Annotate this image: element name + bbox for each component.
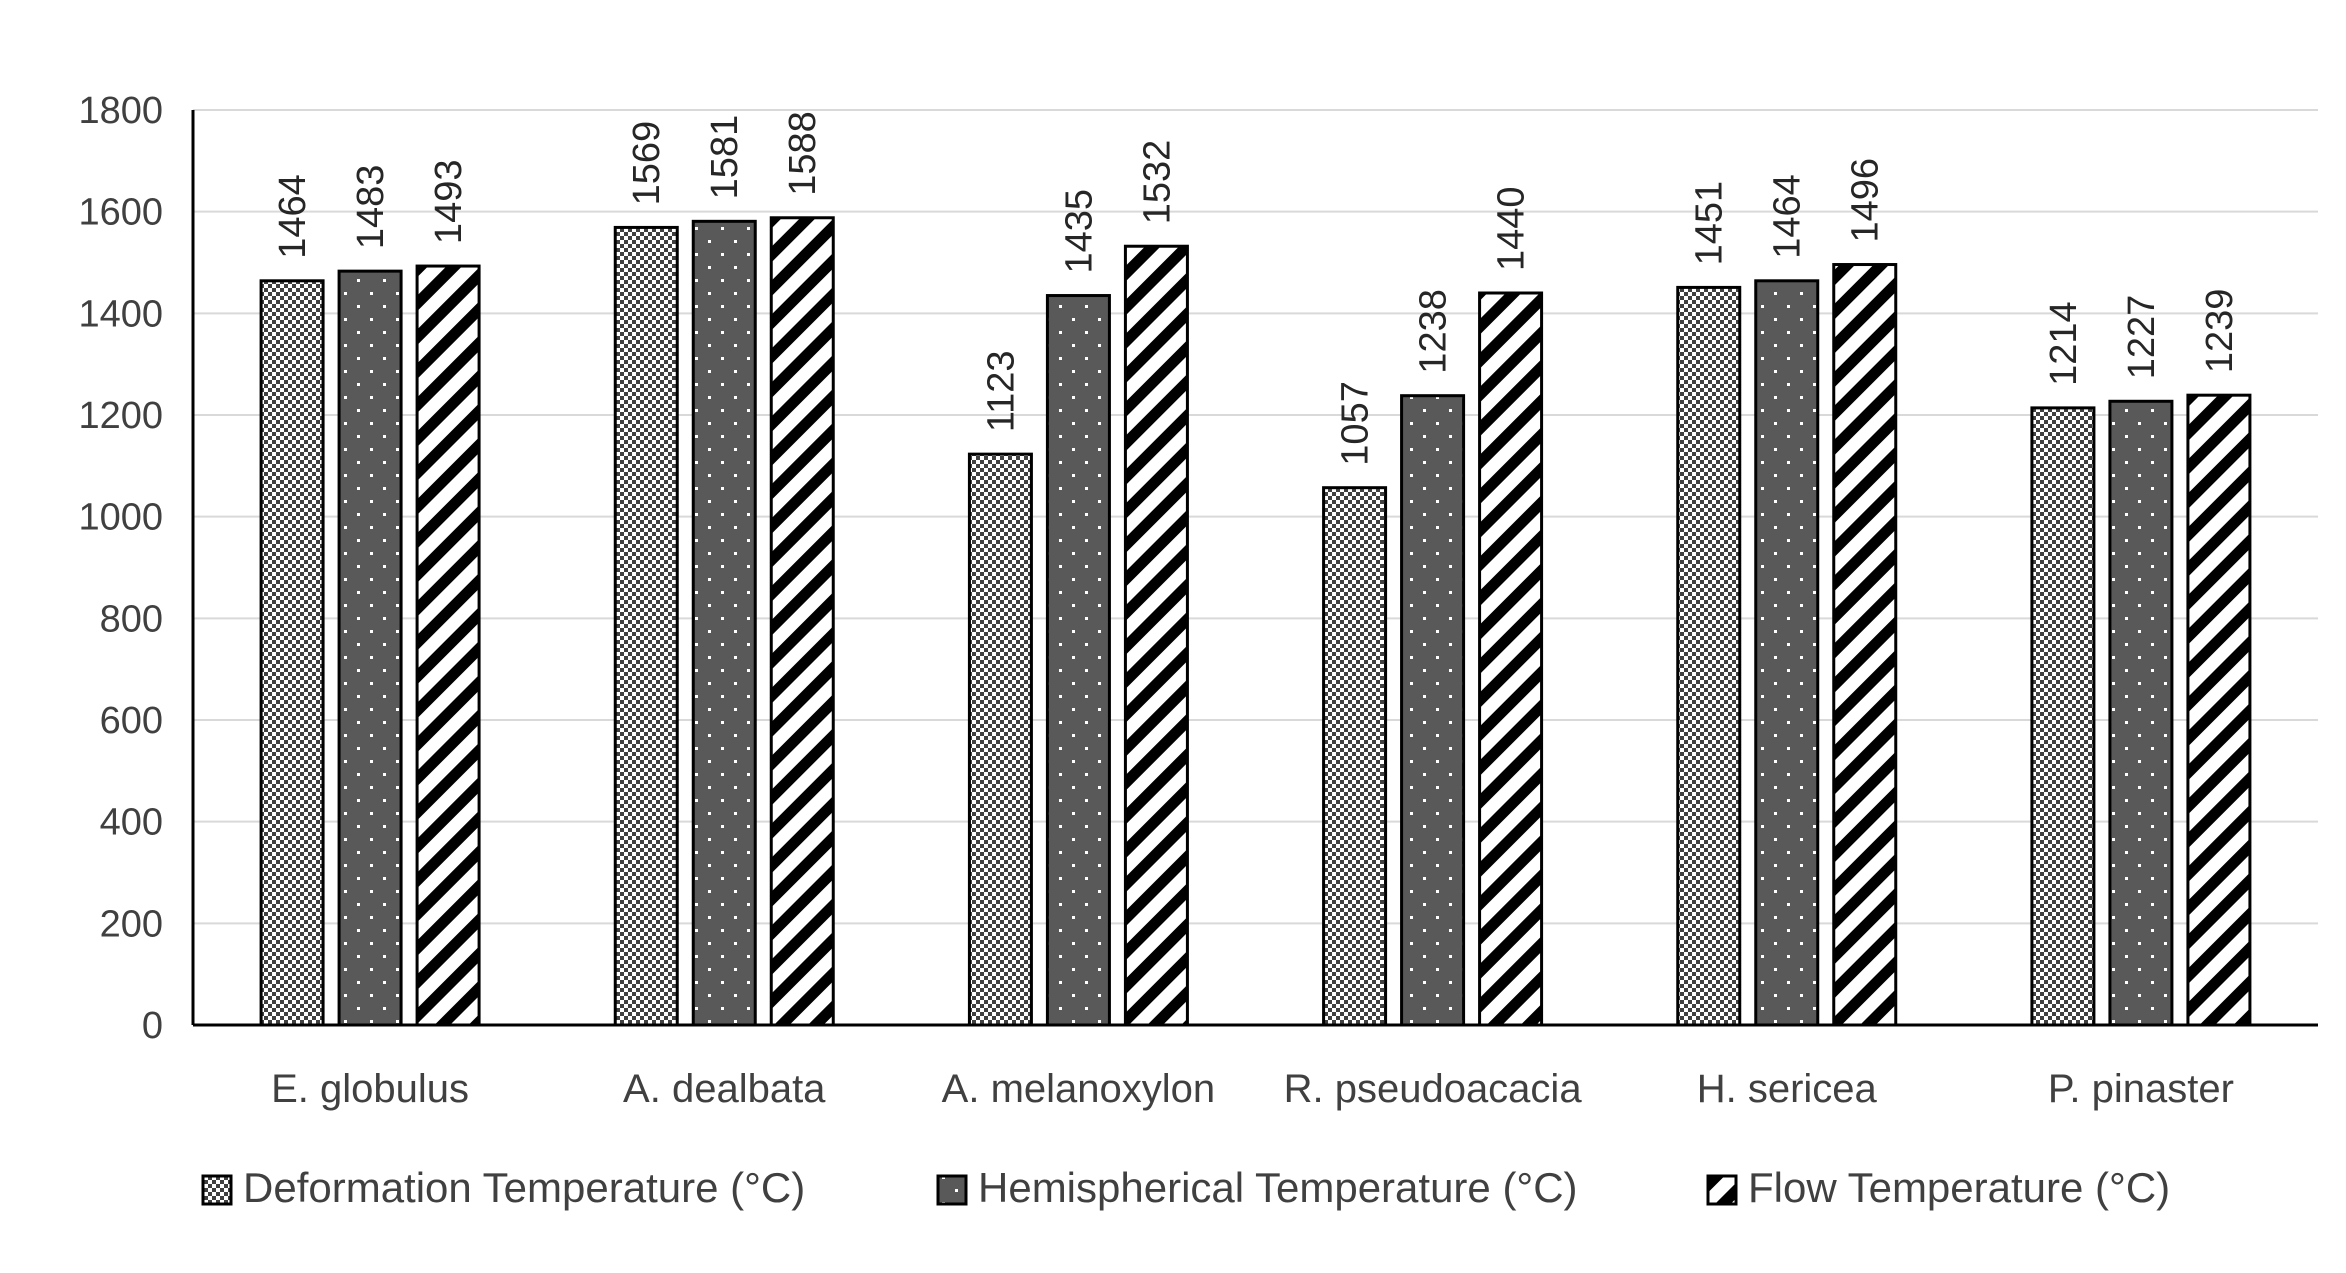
bar-crosshatch-5 [2030, 406, 2096, 1027]
x-tick-label: A. melanoxylon [942, 1067, 1215, 1111]
data-label: 1569 [626, 121, 668, 206]
y-tick-label: 1200 [78, 395, 163, 437]
bar-diagonal-stripes-0 [415, 264, 481, 1027]
data-label: 1451 [1689, 181, 1731, 266]
bars [259, 216, 2252, 1027]
data-label: 1483 [350, 165, 392, 250]
legend-label: Hemispherical Temperature (°C) [978, 1164, 1578, 1211]
data-label: 1214 [2043, 301, 2085, 386]
legend-swatch-dark-dotted [936, 1174, 968, 1206]
bar-dark-dotted-1 [691, 219, 757, 1027]
data-label: 1532 [1136, 140, 1178, 225]
bar-crosshatch-4 [1676, 285, 1742, 1027]
y-tick-label: 1400 [78, 293, 163, 335]
data-label: 1496 [1845, 158, 1887, 243]
bar-diagonal-stripes-1 [769, 216, 835, 1027]
legend-swatch-diagonal-stripes [1706, 1174, 1738, 1206]
bar-diagonal-stripes-3 [1478, 291, 1544, 1027]
bar-dark-dotted-4 [1754, 279, 1820, 1027]
bar-dark-dotted-5 [2108, 399, 2174, 1027]
data-label: 1440 [1491, 186, 1533, 271]
bar-dark-dotted-3 [1400, 394, 1466, 1027]
y-tick-label: 200 [100, 903, 163, 945]
legend: Deformation Temperature (°C) Hemispherica… [201, 1164, 2170, 1211]
x-tick-label: R. pseudoacacia [1284, 1067, 1583, 1111]
x-tick-label: A. dealbata [623, 1067, 826, 1111]
x-tick-label: H. sericea [1697, 1067, 1878, 1111]
data-label: 1123 [980, 350, 1022, 432]
bar-crosshatch-2 [967, 452, 1033, 1027]
bar-crosshatch-1 [613, 225, 679, 1027]
data-label: 1227 [2121, 295, 2163, 380]
data-label: 1581 [704, 115, 746, 200]
x-tick-label: P. pinaster [2048, 1067, 2234, 1111]
bar-crosshatch-3 [1322, 486, 1388, 1027]
data-label: 1435 [1058, 189, 1100, 274]
y-tick-label: 1600 [78, 192, 163, 234]
y-tick-label: 800 [100, 598, 163, 640]
legend-label: Deformation Temperature (°C) [243, 1164, 805, 1211]
y-tick-label: 0 [142, 1005, 163, 1047]
y-tick-label: 1000 [78, 497, 163, 539]
data-label: 1239 [2199, 289, 2241, 374]
x-tick-label: E. globulus [271, 1067, 469, 1111]
bar-dark-dotted-2 [1045, 294, 1111, 1027]
data-label: 1493 [428, 160, 470, 245]
bar-diagonal-stripes-5 [2186, 393, 2252, 1027]
axes: 0 200 400 600 800 1000 1200 1400 1600 1800 E. glob… [78, 90, 2318, 1111]
data-labels: 1464 1483 1493 1569 1581 1588 1123 1435 1532 1057… [272, 111, 2241, 465]
data-label: 1464 [272, 174, 314, 259]
data-label: 1588 [782, 111, 824, 196]
data-label: 1238 [1413, 289, 1455, 374]
bar-dark-dotted-0 [337, 269, 403, 1027]
y-tick-label: 600 [100, 700, 163, 742]
legend-label: Flow Temperature (°C) [1748, 1164, 2170, 1211]
legend-swatch-crosshatch [201, 1174, 233, 1206]
gridlines [193, 109, 2318, 925]
bar-crosshatch-0 [259, 279, 325, 1027]
data-label: 1057 [1335, 381, 1377, 466]
bar-diagonal-stripes-2 [1123, 244, 1189, 1027]
data-label: 1464 [1767, 174, 1809, 259]
bar-diagonal-stripes-4 [1832, 263, 1898, 1027]
y-tick-label: 1800 [78, 90, 163, 132]
y-tick-label: 400 [100, 802, 163, 844]
